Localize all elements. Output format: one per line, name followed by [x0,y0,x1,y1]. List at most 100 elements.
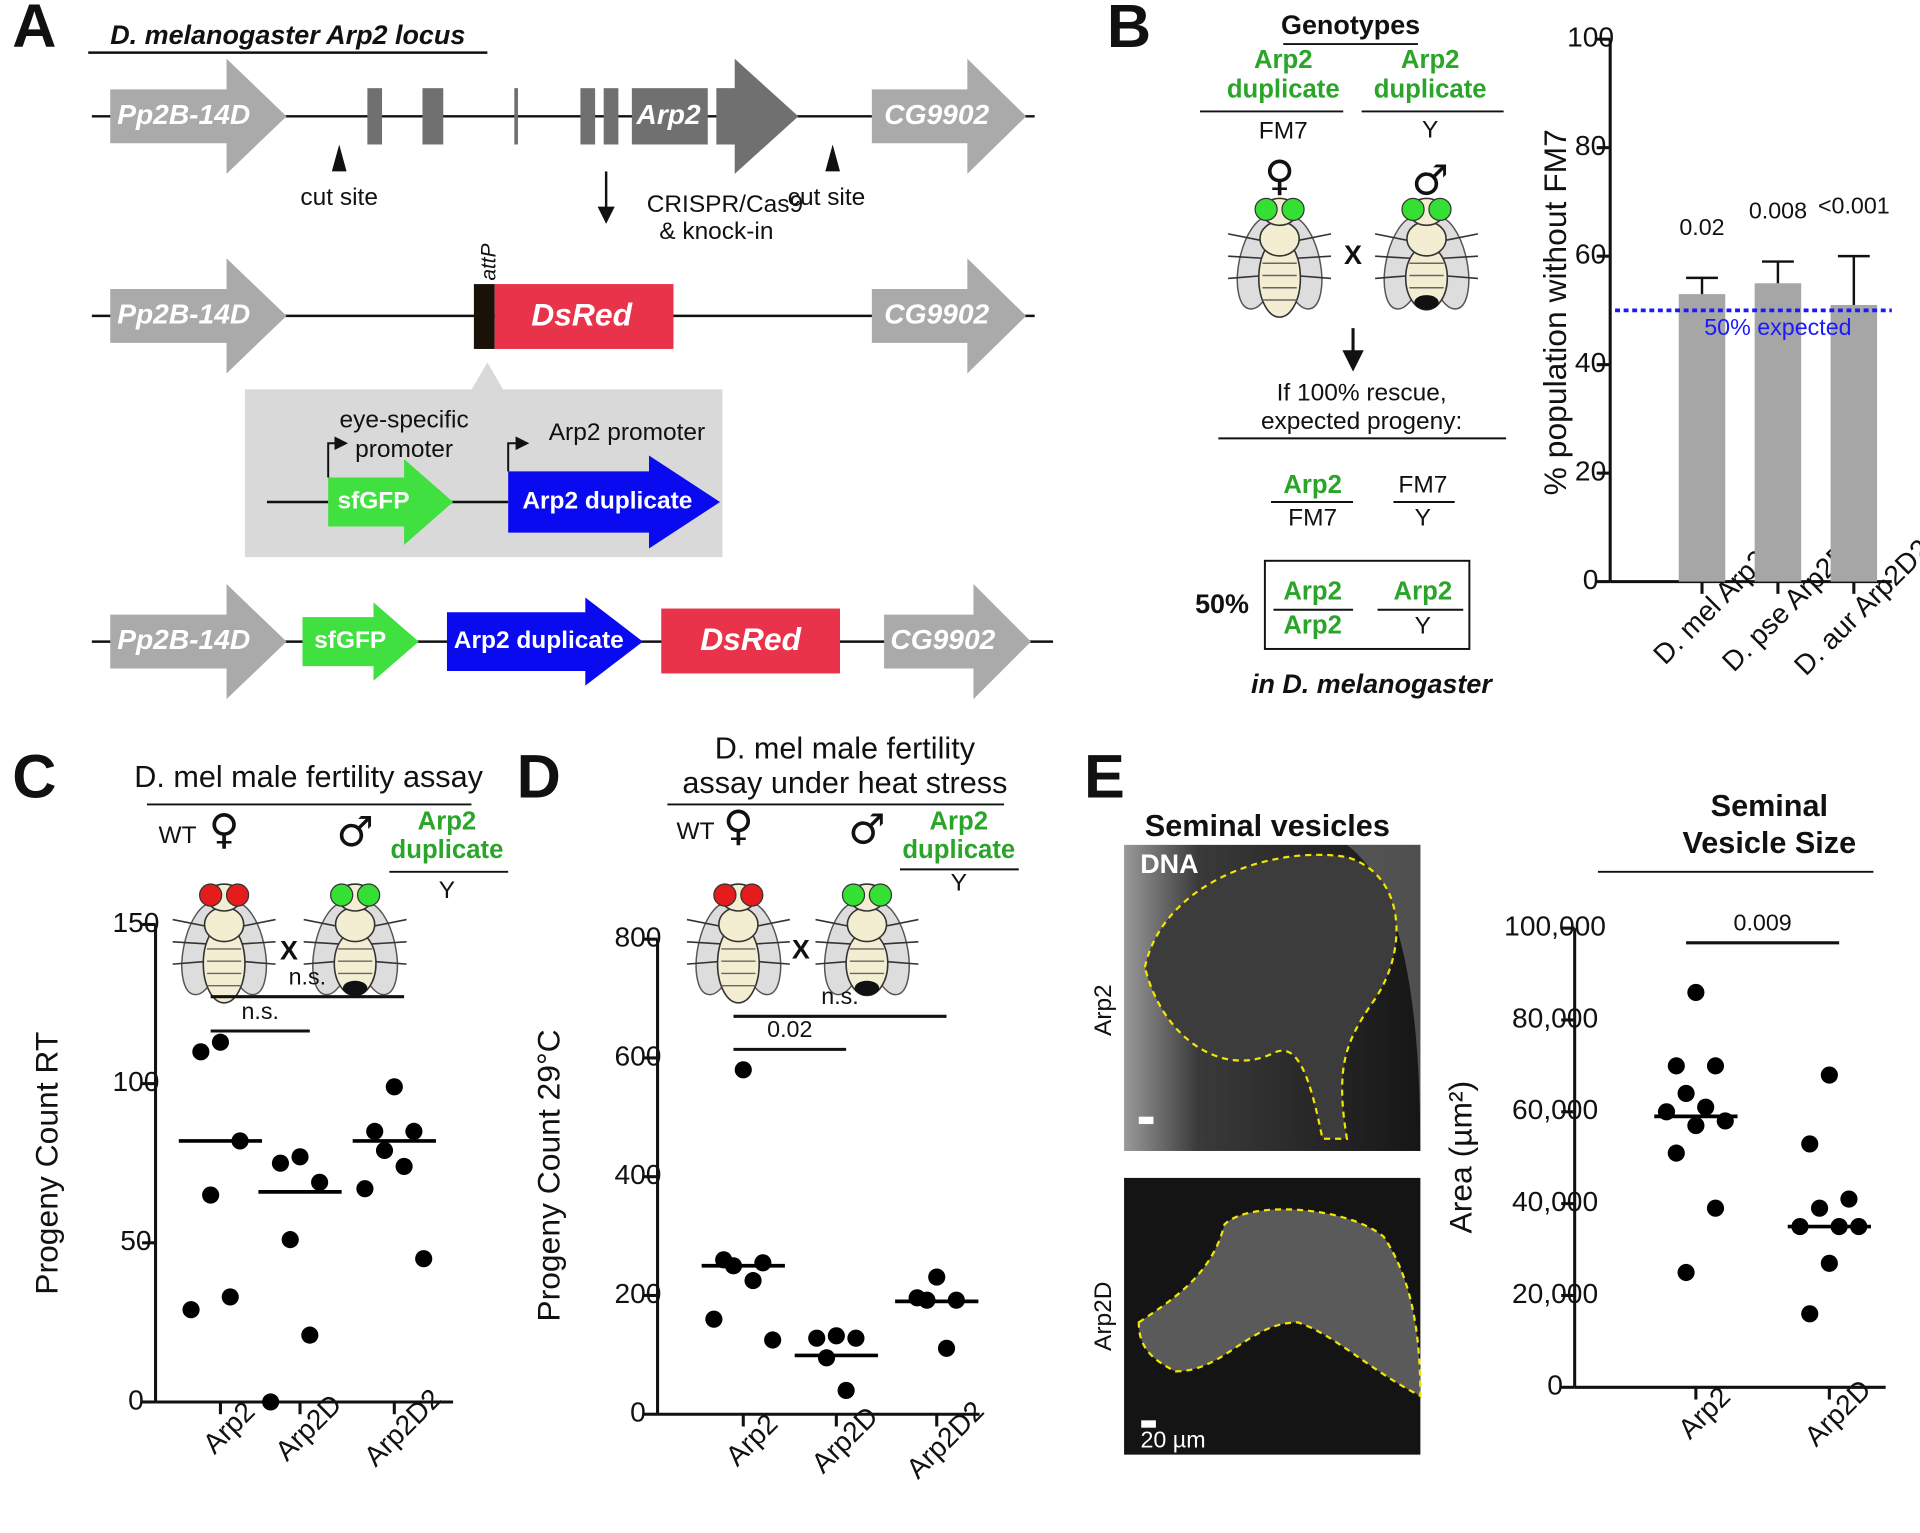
label: promoter [355,436,453,463]
fly-icon [686,883,790,1004]
data-point [415,1250,433,1268]
data-point [808,1329,826,1347]
data-point [1677,1263,1695,1282]
fly-thorax [1406,220,1447,257]
label: assay under heat stress [682,766,1007,800]
duplicate-arrow [446,597,643,686]
y-tick-label: 0 [128,1384,144,1415]
data-point [764,1331,782,1349]
label: Arp2 [929,808,988,836]
x-tick-label: Arp2D2 [900,1395,989,1484]
data-point [734,1061,752,1079]
exon [367,88,383,145]
exon [422,88,444,145]
fly-eye [199,883,223,907]
data-point [375,1141,394,1160]
fly-leg [1441,255,1478,260]
y-tick-label: 60,000 [1512,1094,1598,1125]
label: Vesicle Size [1683,826,1857,860]
fly-leg [686,941,724,945]
y-tick-label: 0 [630,1397,646,1428]
data-point [192,1043,210,1061]
fly-leg [172,941,210,945]
label: cut site [300,184,378,211]
fly-leg [1441,233,1479,242]
fly-leg [881,918,919,928]
label: Y [1415,505,1431,532]
data-point [395,1157,413,1175]
label: X [1344,240,1362,270]
data-point [754,1254,772,1272]
fly-leg [753,941,790,945]
y-axis-label: Area (µm²) [1443,1081,1479,1234]
fly-thorax [717,906,759,943]
panel-cd-graphics [146,803,1874,873]
cut-marker [331,144,347,172]
promoter-arrow [507,436,530,472]
fly-leg [238,941,276,945]
fly-thorax [846,906,888,943]
p-value: 0.02 [1679,214,1724,240]
fly-leg [303,918,341,928]
x-tick-label: Arp2D [1799,1374,1877,1452]
label: ♀ [1264,151,1295,200]
data-point [705,1310,723,1328]
label: Arp2 [1394,577,1453,605]
y-tick-label: 60 [1575,239,1606,270]
label: Arp2 duplicate [522,487,692,514]
label: Y [439,877,455,904]
label: DsRed [700,621,801,657]
label: Arp2 promoter [549,419,705,446]
label: C [12,742,56,810]
y-tick-label: 40,000 [1512,1186,1598,1217]
data-point [937,1339,956,1357]
data-point [1677,1084,1695,1102]
label: DsRed [531,297,632,333]
y-tick-label: 800 [614,922,661,953]
label: Arp2D [1090,1282,1117,1351]
bar [1754,283,1802,582]
fly-thorax [203,906,245,943]
gene-arrow [110,584,287,700]
y-tick-label: 0 [1583,564,1599,595]
fly-eye [713,883,737,907]
fly-icon [303,883,407,997]
y-tick-label: 200 [614,1278,661,1309]
data-point [1667,1057,1685,1075]
sfgfp-arrow [328,459,454,545]
y-tick-label: 50 [120,1225,151,1256]
label: Arp2 [1283,612,1342,640]
fly-leg [1294,233,1332,242]
y-tick-label: 400 [614,1159,661,1190]
label: eye-specific [340,407,469,434]
label: Arp2 [1283,577,1342,605]
label: duplicate [1227,75,1340,103]
y-tick-label: 100 [1567,22,1614,53]
scale-bar [1138,1116,1154,1125]
label: ♀ [209,805,240,854]
label: ♂ [336,807,373,856]
x-tick-label: Arp2 [1672,1381,1736,1445]
tissue [1346,844,1421,1151]
label: Pp2B-14D [117,298,250,329]
duplicate-arrow [508,455,721,549]
fly-tip [342,980,368,996]
data-point [311,1173,329,1191]
fly-leg [1374,233,1412,242]
fly-icon [1374,197,1479,311]
data-point [221,1288,239,1306]
data-point [817,1349,836,1367]
fly-leg [1228,255,1265,260]
label: CG9902 [884,99,989,130]
label: Arp2 [1283,471,1342,499]
label: Pp2B-14D [117,624,250,655]
label: expected progeny: [1261,408,1462,435]
dsred-marker [661,608,841,674]
x-tick-label: Arp2D2 [358,1383,447,1472]
label: Seminal vesicles [1145,809,1390,843]
rescue-box [1263,559,1471,650]
label: E [1084,742,1125,810]
y-axis-label: Progeny Count 29°C [530,1029,566,1321]
data-point [1706,1057,1725,1075]
